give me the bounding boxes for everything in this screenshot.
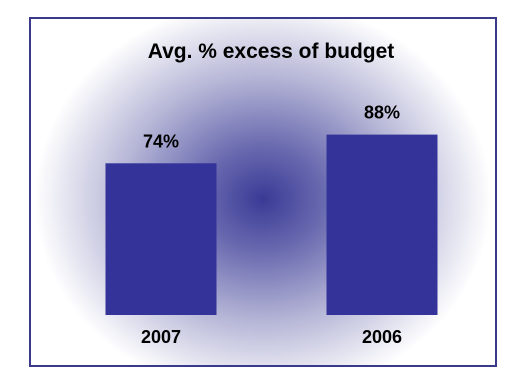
category-label-2007: 2007 bbox=[141, 327, 181, 347]
data-label-2007: 74% bbox=[143, 131, 179, 151]
bar-2006 bbox=[326, 134, 438, 315]
data-label-2006: 88% bbox=[364, 103, 400, 123]
bar-2007 bbox=[105, 163, 217, 315]
category-label-2006: 2006 bbox=[362, 327, 402, 347]
bar-chart: Avg. % excess of budget 74% 2007 88% 2006 bbox=[105, 40, 438, 347]
chart-frame: Avg. % excess of budget 74% 2007 88% 2006 bbox=[29, 17, 497, 367]
chart-title: Avg. % excess of budget bbox=[148, 40, 395, 63]
bars-layer: 74% 2007 88% 2006 bbox=[105, 103, 438, 347]
